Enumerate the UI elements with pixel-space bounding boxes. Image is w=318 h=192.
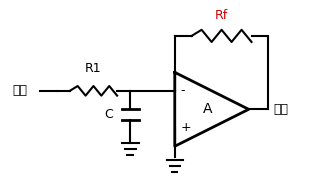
Text: C: C: [104, 108, 113, 121]
Text: Rf: Rf: [215, 9, 228, 22]
Text: R1: R1: [85, 62, 102, 75]
Text: 输入: 输入: [12, 84, 27, 97]
Text: 输出: 输出: [273, 103, 288, 116]
Text: +: +: [181, 121, 191, 134]
Text: -: -: [181, 84, 185, 97]
Text: A: A: [203, 102, 213, 116]
